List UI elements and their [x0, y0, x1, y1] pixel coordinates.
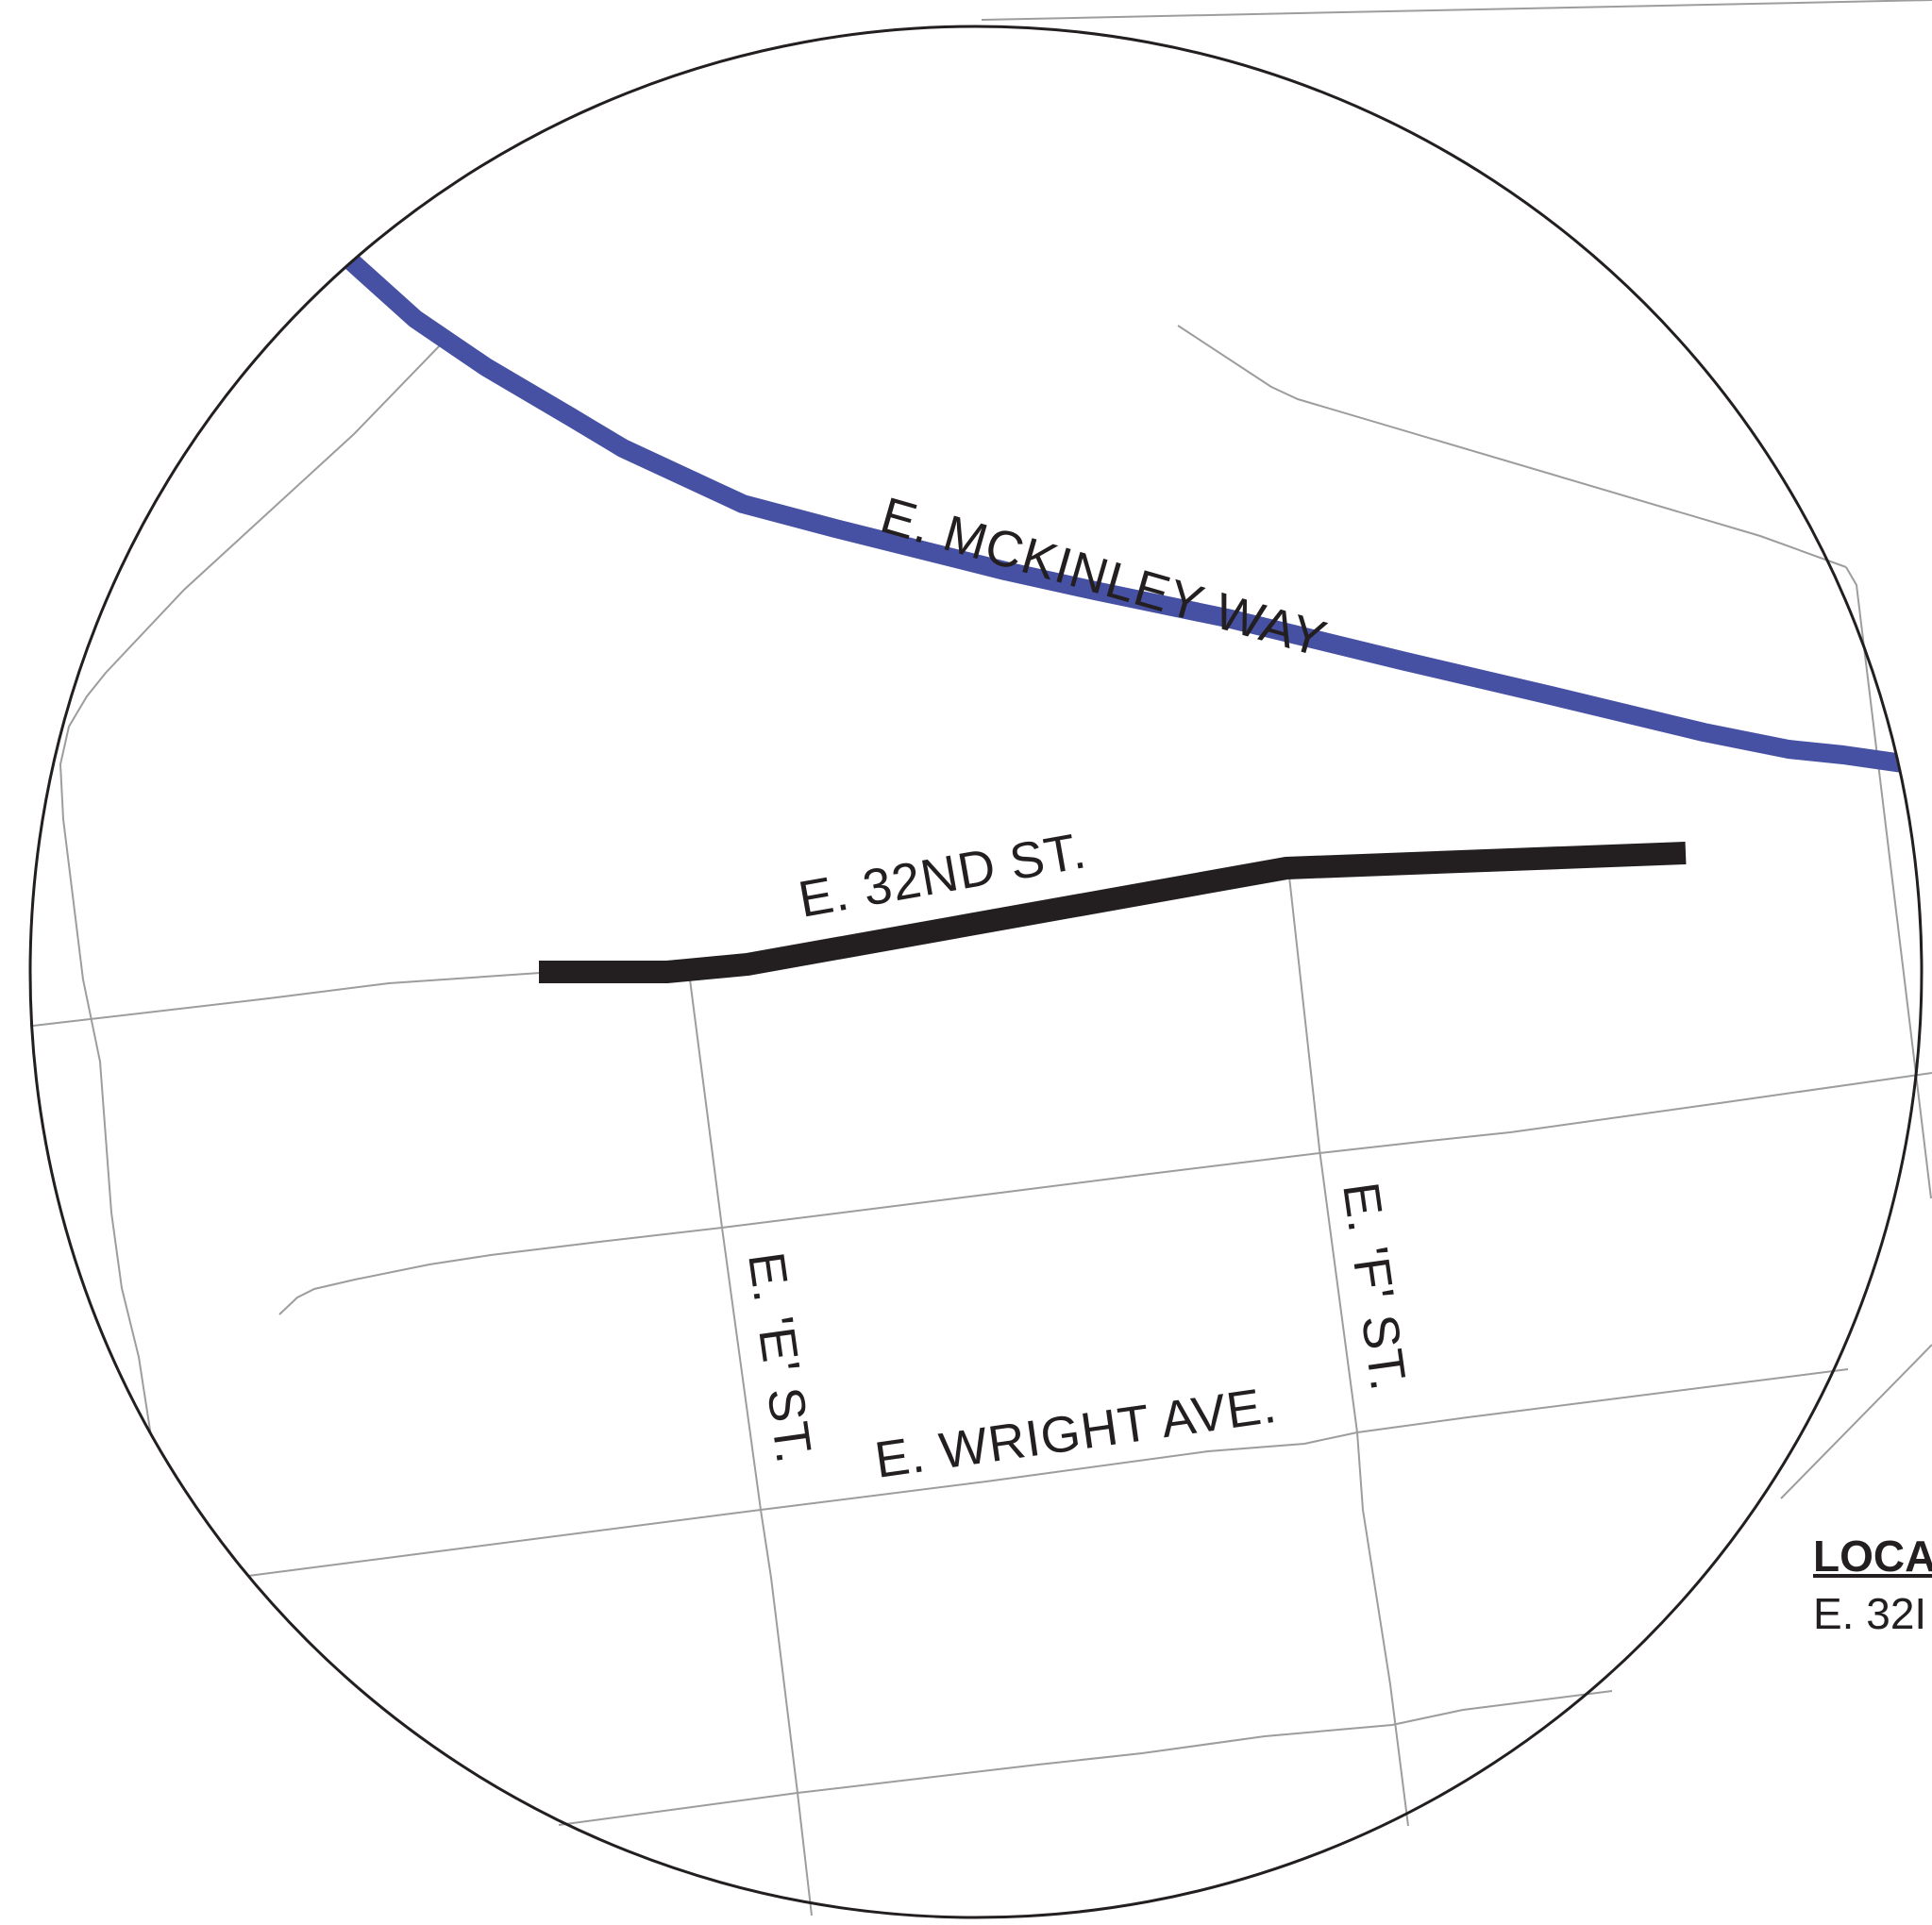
label-mckinley-way: E. MCKINLEY WAY [875, 487, 1334, 668]
street-32nd-west-ext [32, 972, 541, 1027]
street-middle-ew [278, 1072, 1932, 1315]
street-east-ns [1845, 566, 1932, 1199]
minor-streets [32, 0, 1932, 1917]
street-f-st [1287, 867, 1409, 1827]
street-e-32nd-highlight [539, 842, 1687, 983]
label-e-f-st: E. 'F' ST. [1332, 1179, 1417, 1395]
label-e-wright-ave: E. WRIGHT AVE. [871, 1377, 1280, 1489]
street-southeast-diagonal [1780, 1344, 1932, 1499]
legend-subtitle: E. 32I [1813, 1589, 1927, 1638]
street-top-edge [981, 0, 1932, 21]
street-e-st [689, 979, 813, 1917]
legend-title: LOCA [1813, 1532, 1932, 1581]
road-mckinley-way [343, 252, 1918, 775]
street-south-ew [558, 1690, 1613, 1826]
street-wright-line [247, 1368, 1849, 1577]
street-nw-diagonal [59, 343, 443, 1437]
map-circle-frame [28, 25, 1924, 1919]
street-ne-branch [1177, 325, 1847, 568]
